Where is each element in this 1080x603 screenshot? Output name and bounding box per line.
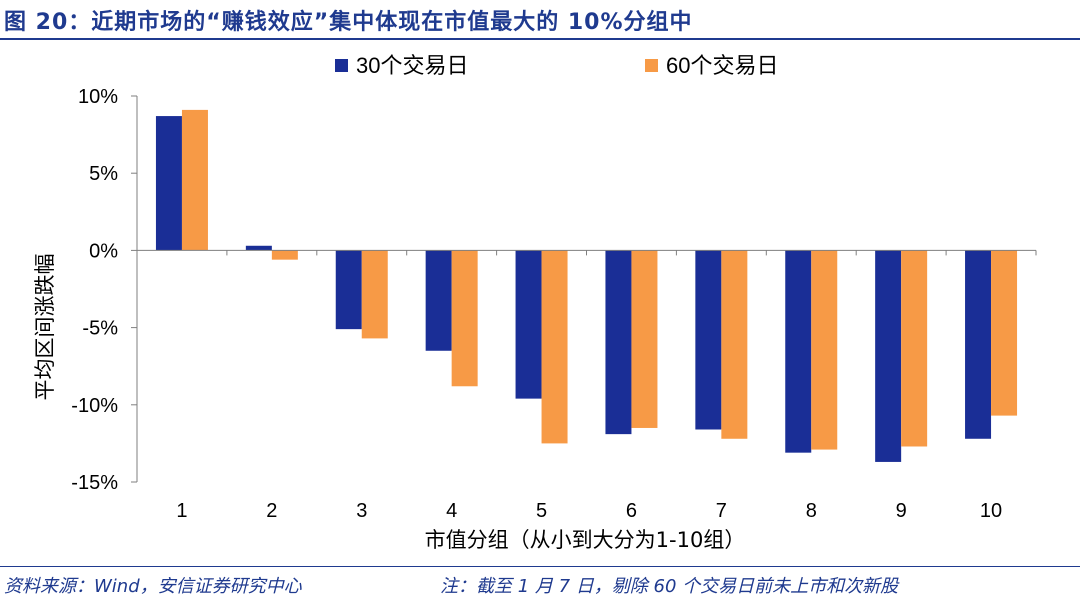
bar-60day-5 [541,250,568,444]
bar-30day-8 [785,250,812,453]
legend-swatch-60 [645,59,658,72]
y-axis-title: 平均区间涨跌幅 [33,254,57,401]
x-tick-label: 1 [176,500,187,522]
x-tick-label: 7 [716,500,727,522]
title-divider [0,38,1080,40]
bar-series [136,109,1037,462]
bar-60day-7 [721,250,748,439]
x-tick-label: 9 [896,500,907,522]
source-note: 资料来源：Wind，安信证券研究中心 [4,576,302,597]
y-tick-label: -5% [82,318,118,340]
data-note: 注：截至 1 月 7 日，剔除 60 个交易日前未上市和次新股 [440,576,899,597]
bar-60day-10 [991,250,1018,416]
y-tick-label: 10% [78,86,118,108]
x-tick-label: 3 [356,500,367,522]
bar-30day-1 [155,116,182,251]
bar-30day-9 [875,250,902,462]
bar-60day-3 [361,250,388,339]
bar-60day-6 [631,250,658,428]
bar-30day-2 [245,245,272,251]
legend-swatch-30 [335,59,348,72]
bar-60day-2 [271,250,298,260]
x-tick-label: 6 [626,500,637,522]
bar-chart: 30个交易日 60个交易日 10% 5% 0% -5% -10% -15% 1 2 3 4 5 6 7… [33,53,1037,552]
bar-30day-10 [965,250,992,439]
footer-divider [0,566,1080,567]
x-tick-label: 2 [266,500,277,522]
bar-30day-6 [605,250,632,435]
x-axis-ticks: 1 2 3 4 5 6 7 8 9 10 [176,500,1002,522]
bar-30day-3 [335,250,362,330]
bar-60day-1 [181,109,208,251]
bar-30day-4 [425,250,452,351]
x-tick-label: 10 [980,500,1002,522]
y-tick-label: 0% [89,240,118,262]
y-tick-label: -10% [71,395,118,417]
bar-30day-5 [515,250,542,399]
y-axis: 10% 5% 0% -5% -10% -15% [71,86,138,494]
chart-legend: 30个交易日 60个交易日 [335,53,778,78]
x-tick-label: 5 [536,500,547,522]
x-tick-label: 8 [806,500,817,522]
x-tick-label: 4 [446,500,457,522]
bar-30day-7 [695,250,722,430]
figure-title: 图 20：近期市场的“赚钱效应”集中体现在市值最大的 10%分组中 [4,10,693,35]
y-tick-label: 5% [89,163,118,185]
y-tick-label: -15% [71,472,118,494]
bar-60day-8 [811,250,838,450]
bar-60day-9 [901,250,928,447]
legend-label-30: 30个交易日 [356,53,468,78]
bar-60day-4 [451,250,478,387]
x-axis-title: 市值分组（从小到大分为1-10组） [425,528,746,552]
legend-label-60: 60个交易日 [666,53,778,78]
